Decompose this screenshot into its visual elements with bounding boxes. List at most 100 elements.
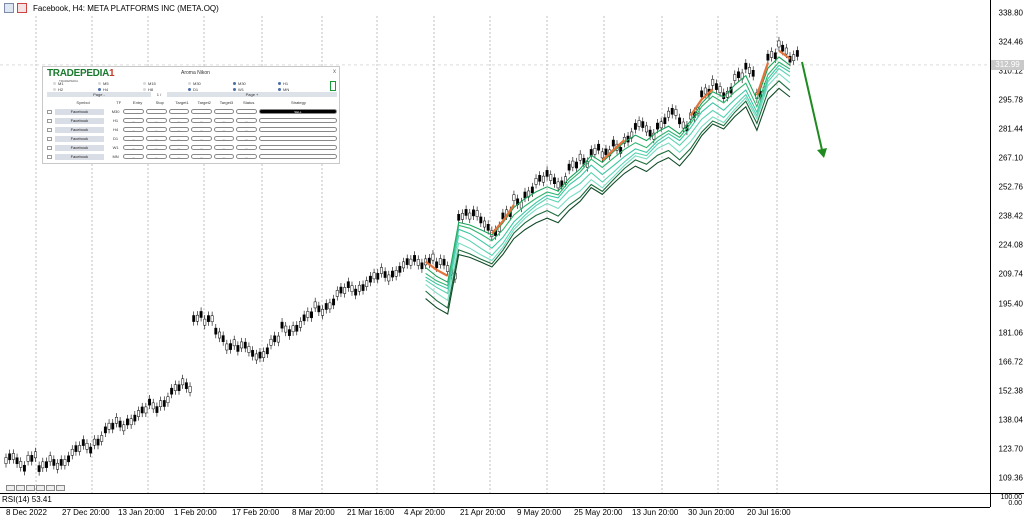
candle xyxy=(103,422,107,437)
close-icon[interactable]: x xyxy=(333,69,336,75)
row-value-field xyxy=(191,109,212,114)
row-checkbox[interactable] xyxy=(47,145,52,150)
candle xyxy=(670,104,674,119)
candle xyxy=(663,113,667,128)
candle xyxy=(379,263,383,278)
signal-row: Facebook W1 --- --- --- --- --- --- xyxy=(47,144,337,151)
brand-logo: TRADEPEDIA1 xyxy=(47,68,115,79)
candle xyxy=(96,434,100,450)
timeframe-toggle[interactable]: H2 xyxy=(53,87,98,92)
column-header: Entry xyxy=(132,100,143,105)
candle xyxy=(118,416,122,432)
row-value-field: --- xyxy=(168,154,190,159)
time-tick-label: 1 Feb 20:00 xyxy=(174,508,217,517)
symbol-button[interactable]: Facebook xyxy=(54,126,104,133)
candle xyxy=(387,270,391,286)
row-checkbox[interactable] xyxy=(47,109,52,114)
timeframe-row-1: M1 M5 M15 M30 M30 H1 xyxy=(53,81,323,86)
candle xyxy=(151,398,155,413)
row-timeframe: D1 xyxy=(113,136,119,141)
page-prev-button[interactable]: Page - xyxy=(47,92,151,97)
timeframe-toggle[interactable]: M30 xyxy=(188,81,233,86)
price-tick-label: 281.44 xyxy=(998,124,1023,134)
candle xyxy=(166,392,170,407)
price-tick-label: 338.80 xyxy=(998,8,1023,18)
row-value-field: --- xyxy=(145,145,167,150)
row-checkbox[interactable] xyxy=(47,118,52,123)
candle xyxy=(262,347,266,362)
column-header: Stop xyxy=(155,100,164,105)
row-value-field: --- xyxy=(145,127,167,132)
candle xyxy=(748,63,751,78)
candle xyxy=(483,216,486,232)
symbol-button[interactable]: Facebook xyxy=(54,108,104,115)
candle xyxy=(291,321,295,336)
candle xyxy=(170,384,174,399)
price-chart[interactable] xyxy=(0,0,990,493)
timeframe-toggle[interactable]: H1 xyxy=(278,81,323,86)
column-header: Target1 xyxy=(175,100,189,105)
scroll-end-button[interactable] xyxy=(36,485,45,491)
time-axis[interactable]: 8 Dec 2022 27 Dec 20:00 13 Jan 20:00 1 Feb … xyxy=(0,507,990,518)
row-value-field: --- xyxy=(123,127,144,132)
timeframe-toggle[interactable]: D1 xyxy=(188,87,233,92)
row-checkbox[interactable] xyxy=(47,154,52,159)
scroll-left-button[interactable] xyxy=(16,485,25,491)
row-value-field: --- xyxy=(123,118,144,123)
timeframe-toggle[interactable]: H4 xyxy=(98,87,143,92)
candle xyxy=(552,173,556,188)
row-value-field: --- xyxy=(168,118,190,123)
symbol-button[interactable]: Facebook xyxy=(54,117,104,124)
symbol-button[interactable]: Facebook xyxy=(54,153,104,160)
symbol-flag-icon xyxy=(17,3,27,13)
row-value-field: --- xyxy=(168,127,190,132)
candle xyxy=(295,321,299,336)
candle xyxy=(22,461,26,476)
timeframe-toggle[interactable]: M30 xyxy=(233,81,278,86)
timeframe-toggle[interactable]: M1 xyxy=(53,81,98,86)
candle xyxy=(78,441,82,456)
symbol-button[interactable]: Facebook xyxy=(54,144,104,151)
timeframe-label: H8 xyxy=(148,87,154,92)
radio-dot-icon xyxy=(188,88,191,91)
candle xyxy=(41,457,45,472)
symbol-button[interactable]: Facebook xyxy=(54,135,104,142)
scroll-start-button[interactable] xyxy=(6,485,15,491)
timeframe-label: M30 xyxy=(193,81,201,86)
row-value-field: --- xyxy=(145,154,167,159)
time-tick-label: 30 Jun 20:00 xyxy=(688,508,735,517)
timeframe-toggle[interactable]: M5 xyxy=(98,81,143,86)
rsi-panel[interactable]: RSI(14) 53.41 xyxy=(0,493,990,507)
zoom-out-button[interactable] xyxy=(46,485,55,491)
row-value-field xyxy=(123,109,144,114)
timeframe-toggle[interactable]: M15 xyxy=(143,81,188,86)
row-value-field: --- xyxy=(123,136,144,141)
scroll-right-button[interactable] xyxy=(26,485,35,491)
row-value-field: --- xyxy=(145,118,167,123)
rsi-axis-top: 100.00 xyxy=(1000,494,1022,501)
row-value-field: --- xyxy=(213,118,235,123)
candle xyxy=(637,116,641,131)
timeframe-toggle[interactable]: MN xyxy=(278,87,323,92)
candle xyxy=(512,190,516,205)
candle xyxy=(199,307,203,322)
timeframe-toggle[interactable]: H8 xyxy=(143,87,188,92)
candle xyxy=(81,435,85,450)
row-checkbox[interactable] xyxy=(47,127,52,132)
candle xyxy=(405,254,409,269)
page-next-button[interactable]: Page + xyxy=(167,92,337,97)
signal-row: Facebook MN --- --- --- --- --- --- xyxy=(47,153,337,160)
price-axis[interactable]: 338.80 324.46 310.12 295.78 281.44 267.10 252.… xyxy=(990,0,1024,507)
timeframe-toggle[interactable]: W1 xyxy=(233,87,278,92)
radio-dot-icon xyxy=(188,82,191,85)
row-value-field: --- xyxy=(213,154,235,159)
candle xyxy=(37,461,41,476)
candle xyxy=(306,307,310,322)
row-value-field: --- xyxy=(213,136,235,141)
candle xyxy=(766,50,770,65)
zoom-in-button[interactable] xyxy=(56,485,65,491)
row-checkbox[interactable] xyxy=(47,136,52,141)
candle xyxy=(243,338,247,353)
ribbon-bearish-segment xyxy=(491,204,515,235)
signal-panel[interactable]: TRADEPEDIA1 TRADEPEDIA Aroma Nikon x M1 M… xyxy=(42,66,340,164)
